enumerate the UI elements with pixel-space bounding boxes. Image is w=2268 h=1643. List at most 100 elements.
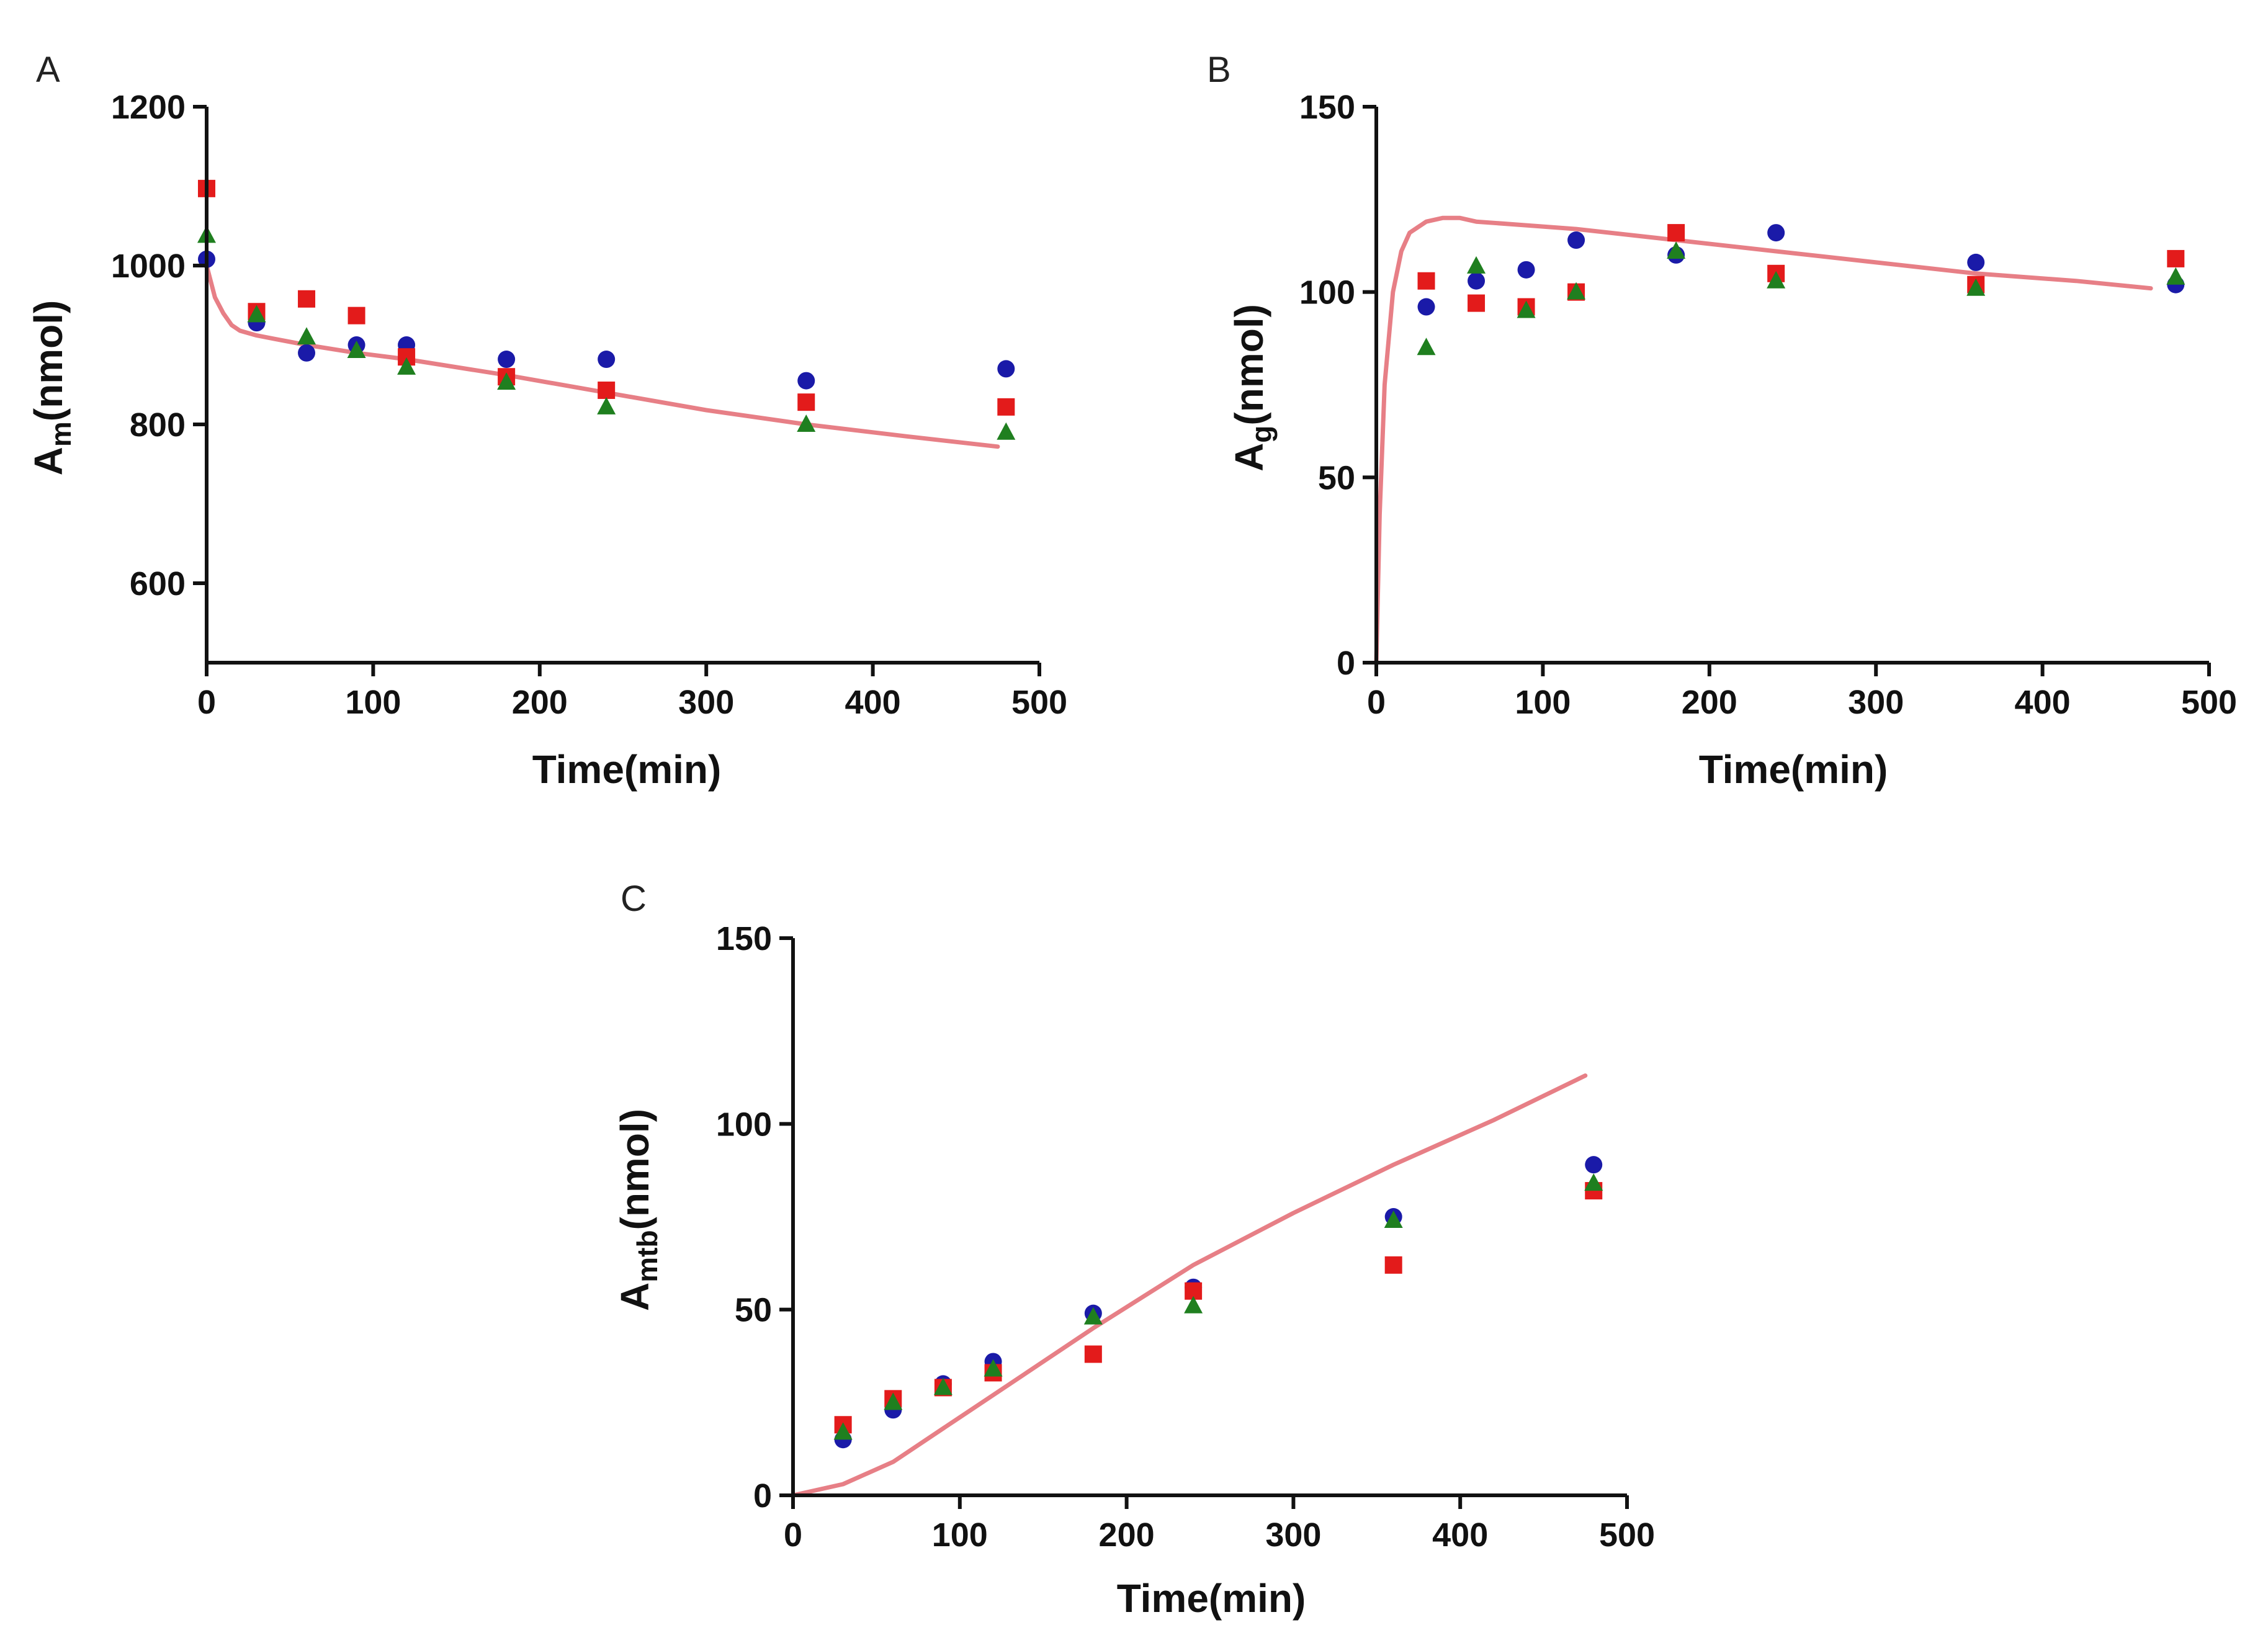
panel-a-red-point xyxy=(797,393,815,411)
panel-b-green-point xyxy=(1417,338,1436,356)
panel-a-blue-point xyxy=(298,344,316,362)
panel-c-x-tick-label: 0 xyxy=(784,1516,802,1554)
panel-c-red-point xyxy=(1384,1256,1402,1274)
panel-a-blue-point xyxy=(498,351,516,369)
panel-b-blue-point xyxy=(1967,253,1985,271)
panel-b-x-tick-label: 200 xyxy=(1682,684,1737,721)
panel-b-blue-point xyxy=(1517,261,1535,279)
panel-a-y-tick-label: 1000 xyxy=(111,248,186,285)
panel-c-y-axis-title-sub: mtb xyxy=(631,1230,663,1282)
panel-a-points-layer xyxy=(197,179,1016,440)
panel-c-green-point xyxy=(933,1377,952,1395)
panel-c-green-point xyxy=(833,1422,853,1440)
panel-a-fit-layer xyxy=(204,263,1000,449)
panel-a: A 0 100 200 300 400 500 600 800 1000 1200 Time(mi… xyxy=(26,50,1067,792)
panel-a-x-tick-label: 0 xyxy=(197,684,216,721)
panel-a-fit-curve xyxy=(204,263,1000,449)
panel-c-axes: 0 100 200 300 400 500 0 50 100 150 xyxy=(716,920,1655,1554)
panel-b-green-point xyxy=(1567,282,1586,300)
panel-c-fit-layer xyxy=(791,1073,1588,1498)
panel-a-x-axis-title: Time(min) xyxy=(532,747,722,792)
panel-c-x-tick-label: 100 xyxy=(932,1516,988,1554)
panel-a-y-axis-title-unit: (nmol) xyxy=(26,300,71,422)
panel-c-x-tick-label: 200 xyxy=(1099,1516,1155,1554)
panel-a-green-point xyxy=(997,422,1016,440)
panel-a-red-point xyxy=(298,290,316,308)
panel-b-y-tick-label: 100 xyxy=(1299,274,1355,311)
panel-a-green-point xyxy=(247,305,266,323)
panel-a-blue-point xyxy=(598,351,616,369)
panel-c-points-layer xyxy=(833,1156,1603,1449)
panel-a-axes: 0 100 200 300 400 500 600 800 1000 1200 xyxy=(111,89,1067,721)
panel-c-red-point xyxy=(1084,1345,1102,1363)
panel-a-y-axis-title: Am(nmol) xyxy=(26,300,77,476)
panel-c-x-axis-title: Time(min) xyxy=(1117,1576,1306,1621)
panel-b-red-point xyxy=(1667,224,1685,242)
panel-b-x-tick-label: 500 xyxy=(2181,684,2237,721)
panel-b-y-tick-label: 50 xyxy=(1318,459,1355,496)
panel-b-x-tick-label: 300 xyxy=(1848,684,1904,721)
panel-b-x-tick-label: 400 xyxy=(2015,684,2071,721)
panel-b-y-axis-title-sub: g xyxy=(1245,426,1278,443)
panel-a-y-axis-title-sub: m xyxy=(45,421,77,447)
panel-c-y-tick-label: 0 xyxy=(753,1477,772,1515)
panel-b-green-point xyxy=(1467,256,1486,274)
panel-c-x-tick-label: 300 xyxy=(1265,1516,1321,1554)
panel-b-x-tick-label: 100 xyxy=(1515,684,1571,721)
panel-b-green-point xyxy=(1966,278,1986,296)
panel-a-red-point xyxy=(347,307,365,325)
panel-c-green-point xyxy=(1384,1210,1403,1228)
panel-a-letter: A xyxy=(36,50,60,90)
panel-b-green-point xyxy=(1517,300,1536,318)
panel-a-y-tick-label: 600 xyxy=(130,565,186,602)
panel-a-green-point xyxy=(297,327,316,345)
panel-c-y-axis-title: Amtb(nmol) xyxy=(612,1109,663,1311)
panel-b-red-point xyxy=(1468,294,1486,312)
panel-a-x-tick-label: 100 xyxy=(345,684,401,721)
panel-a-y-tick-label: 800 xyxy=(130,406,186,444)
panel-b-y-axis-title-main: A xyxy=(1227,443,1271,472)
panel-a-red-point xyxy=(598,381,616,399)
panel-a-y-axis-title-main: A xyxy=(26,447,71,475)
panel-a-red-point xyxy=(997,398,1015,416)
panel-b-x-axis-title: Time(min) xyxy=(1699,747,1888,792)
panel-b: B 0 100 200 300 400 500 0 50 100 150 Time(min) Ag… xyxy=(1207,50,2237,792)
panel-c-green-point xyxy=(1584,1173,1603,1191)
panel-c-y-tick-label: 150 xyxy=(716,920,772,957)
panel-c-y-tick-label: 50 xyxy=(735,1292,772,1329)
panel-c-fit-curve xyxy=(791,1073,1588,1498)
panel-a-x-tick-label: 300 xyxy=(678,684,734,721)
panel-a-green-point xyxy=(397,357,416,375)
panel-b-points-layer xyxy=(1417,224,2185,356)
panel-a-x-tick-label: 500 xyxy=(1011,684,1067,721)
panel-b-blue-point xyxy=(1767,224,1785,242)
panel-c-x-tick-label: 400 xyxy=(1432,1516,1488,1554)
panel-b-green-point xyxy=(1667,241,1686,259)
panel-b-axes: 0 100 200 300 400 500 0 50 100 150 xyxy=(1299,89,2237,721)
panel-c-green-point xyxy=(1184,1296,1203,1314)
panel-a-green-point xyxy=(797,414,816,432)
panel-b-letter: B xyxy=(1207,50,1231,90)
panel-c-x-tick-label: 500 xyxy=(1599,1516,1655,1554)
panel-b-fit-curve xyxy=(1374,215,2153,665)
panel-b-fit-layer xyxy=(1374,215,2153,665)
panel-b-x-tick-label: 0 xyxy=(1367,684,1386,721)
panel-c-green-point xyxy=(984,1359,1003,1377)
panel-b-y-axis-title: Ag(nmol) xyxy=(1227,304,1278,472)
panel-c-y-axis-title-unit: (nmol) xyxy=(612,1109,657,1230)
panel-a-blue-point xyxy=(997,360,1015,378)
panel-a-green-point xyxy=(597,396,616,414)
panel-b-blue-point xyxy=(1567,231,1585,249)
panel-c-y-tick-label: 100 xyxy=(716,1106,772,1143)
panel-c: C 0 100 200 300 400 500 0 50 100 150 Time(min) Am… xyxy=(612,879,1655,1621)
panel-b-y-axis-title-unit: (nmol) xyxy=(1227,304,1271,426)
panel-b-blue-point xyxy=(1417,298,1435,316)
panel-b-red-point xyxy=(2167,249,2185,267)
panel-c-blue-point xyxy=(1585,1156,1603,1174)
panel-c-green-point xyxy=(884,1392,903,1410)
panel-b-green-point xyxy=(2166,267,2185,285)
panel-a-green-point xyxy=(347,340,366,358)
panel-a-x-tick-label: 400 xyxy=(845,684,901,721)
